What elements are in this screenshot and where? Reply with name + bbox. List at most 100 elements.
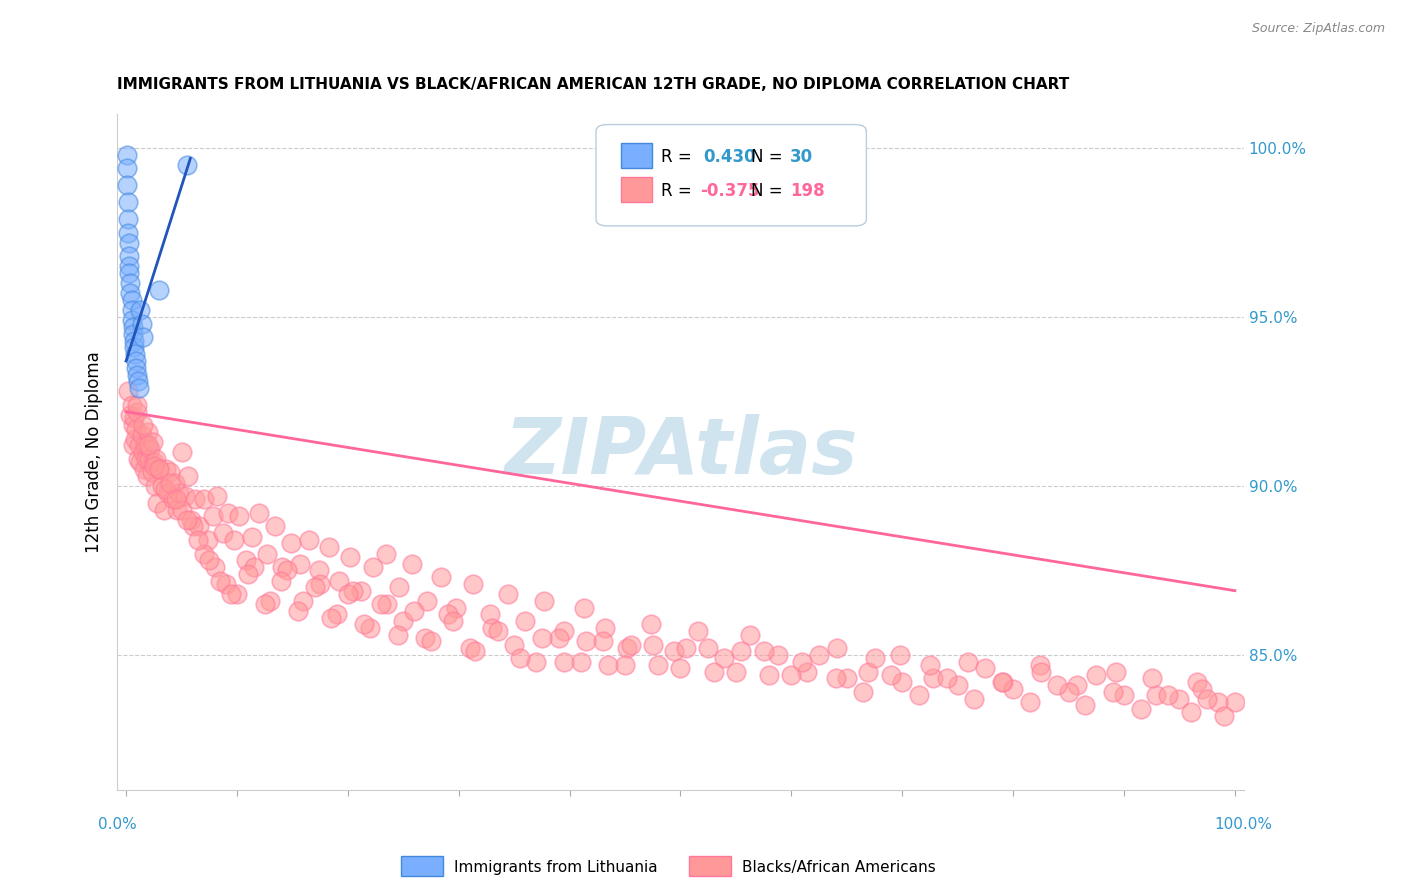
Point — [935, 672, 957, 686]
Point — [530, 631, 553, 645]
Point — [420, 634, 443, 648]
Point — [180, 513, 202, 527]
Point — [697, 641, 720, 656]
Text: ZIPAtlas: ZIPAtlas — [503, 414, 858, 491]
Point — [127, 368, 149, 382]
Point — [141, 466, 163, 480]
Point — [115, 161, 138, 176]
Point — [142, 455, 165, 469]
Point — [640, 617, 662, 632]
Point — [370, 597, 392, 611]
Point — [647, 657, 669, 672]
Point — [242, 560, 264, 574]
Point — [1029, 665, 1052, 679]
Point — [675, 641, 697, 656]
Point — [124, 347, 146, 361]
Point — [758, 668, 780, 682]
Point — [129, 455, 152, 469]
Point — [121, 438, 143, 452]
Text: 100.0%: 100.0% — [1215, 817, 1272, 832]
Text: 30: 30 — [790, 148, 813, 166]
Point — [139, 442, 162, 456]
Point — [117, 384, 139, 399]
Point — [211, 526, 233, 541]
FancyBboxPatch shape — [596, 125, 866, 226]
Text: N =: N = — [751, 148, 789, 166]
Point — [128, 381, 150, 395]
Point — [205, 489, 228, 503]
Point — [270, 574, 292, 588]
Point — [1140, 672, 1163, 686]
Point — [1212, 708, 1234, 723]
Point — [235, 553, 257, 567]
Point — [796, 665, 818, 679]
Text: 0.430: 0.430 — [703, 148, 755, 166]
Point — [163, 475, 186, 490]
Point — [824, 672, 846, 686]
Point — [169, 485, 191, 500]
Point — [131, 428, 153, 442]
Point — [436, 607, 458, 622]
Point — [703, 665, 725, 679]
Point — [359, 621, 381, 635]
Point — [547, 631, 569, 645]
Point — [115, 178, 138, 193]
Point — [1129, 702, 1152, 716]
Point — [155, 462, 177, 476]
Point — [127, 452, 149, 467]
Point — [122, 341, 145, 355]
Text: N =: N = — [751, 182, 789, 200]
Point — [157, 485, 180, 500]
Point — [991, 674, 1014, 689]
Point — [118, 266, 141, 280]
Point — [401, 557, 423, 571]
Point — [918, 657, 941, 672]
Text: Source: ZipAtlas.com: Source: ZipAtlas.com — [1251, 22, 1385, 36]
Point — [271, 560, 294, 574]
Text: -0.375: -0.375 — [700, 182, 759, 200]
Point — [321, 610, 343, 624]
Point — [336, 587, 359, 601]
Point — [946, 678, 969, 692]
Point — [598, 657, 620, 672]
Point — [204, 560, 226, 574]
Point — [121, 326, 143, 341]
Point — [1191, 681, 1213, 696]
Point — [292, 594, 315, 608]
Point — [1018, 695, 1040, 709]
Point — [145, 452, 167, 467]
Point — [177, 468, 200, 483]
Point — [165, 492, 187, 507]
Point — [121, 313, 143, 327]
Point — [215, 577, 238, 591]
Point — [464, 644, 486, 658]
Point — [496, 587, 519, 601]
Point — [1223, 695, 1246, 709]
Point — [553, 655, 575, 669]
Point — [309, 577, 332, 591]
Point — [616, 641, 638, 656]
Point — [117, 226, 139, 240]
Point — [404, 604, 426, 618]
Point — [363, 560, 385, 574]
Point — [1002, 681, 1025, 696]
Point — [143, 479, 166, 493]
Point — [308, 563, 330, 577]
Point — [1112, 689, 1135, 703]
Point — [122, 411, 145, 425]
Point — [153, 483, 176, 497]
Point — [724, 665, 747, 679]
Point — [121, 293, 143, 308]
Point — [117, 212, 139, 227]
Point — [121, 418, 143, 433]
Point — [259, 594, 281, 608]
Point — [318, 540, 340, 554]
Point — [792, 655, 814, 669]
Point — [125, 354, 148, 368]
Point — [131, 445, 153, 459]
Point — [236, 566, 259, 581]
Point — [118, 260, 141, 274]
Text: 0.0%: 0.0% — [98, 817, 136, 832]
Point — [415, 594, 437, 608]
Text: Blacks/African Americans: Blacks/African Americans — [742, 860, 936, 874]
